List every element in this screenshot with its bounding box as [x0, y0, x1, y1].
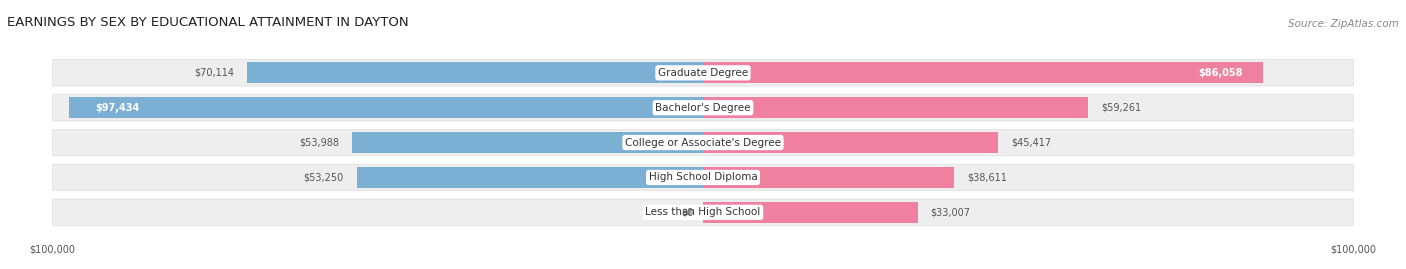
Bar: [357, 167, 703, 188]
Text: Source: ZipAtlas.com: Source: ZipAtlas.com: [1288, 19, 1399, 29]
Bar: [703, 132, 998, 153]
Text: Graduate Degree: Graduate Degree: [658, 68, 748, 78]
Bar: [247, 62, 703, 83]
Text: $70,114: $70,114: [194, 68, 233, 78]
Text: $38,611: $38,611: [967, 172, 1007, 182]
Bar: [703, 62, 1263, 83]
Text: High School Diploma: High School Diploma: [648, 172, 758, 182]
Bar: [703, 97, 1088, 118]
Text: $53,988: $53,988: [299, 137, 339, 148]
Bar: [703, 202, 918, 223]
Text: $53,250: $53,250: [304, 172, 343, 182]
Text: $59,261: $59,261: [1101, 103, 1142, 113]
FancyBboxPatch shape: [52, 164, 1354, 191]
Bar: [703, 167, 955, 188]
FancyBboxPatch shape: [52, 94, 1354, 121]
Bar: [352, 132, 703, 153]
Bar: [69, 97, 703, 118]
Text: Less than High School: Less than High School: [645, 207, 761, 217]
Text: College or Associate's Degree: College or Associate's Degree: [626, 137, 780, 148]
Text: $45,417: $45,417: [1011, 137, 1052, 148]
Text: $97,434: $97,434: [96, 103, 139, 113]
FancyBboxPatch shape: [52, 199, 1354, 226]
FancyBboxPatch shape: [52, 59, 1354, 86]
Text: Bachelor's Degree: Bachelor's Degree: [655, 103, 751, 113]
Text: $33,007: $33,007: [931, 207, 970, 217]
Text: EARNINGS BY SEX BY EDUCATIONAL ATTAINMENT IN DAYTON: EARNINGS BY SEX BY EDUCATIONAL ATTAINMEN…: [7, 16, 409, 29]
Text: $0: $0: [681, 207, 693, 217]
FancyBboxPatch shape: [52, 129, 1354, 156]
Text: $86,058: $86,058: [1199, 68, 1243, 78]
